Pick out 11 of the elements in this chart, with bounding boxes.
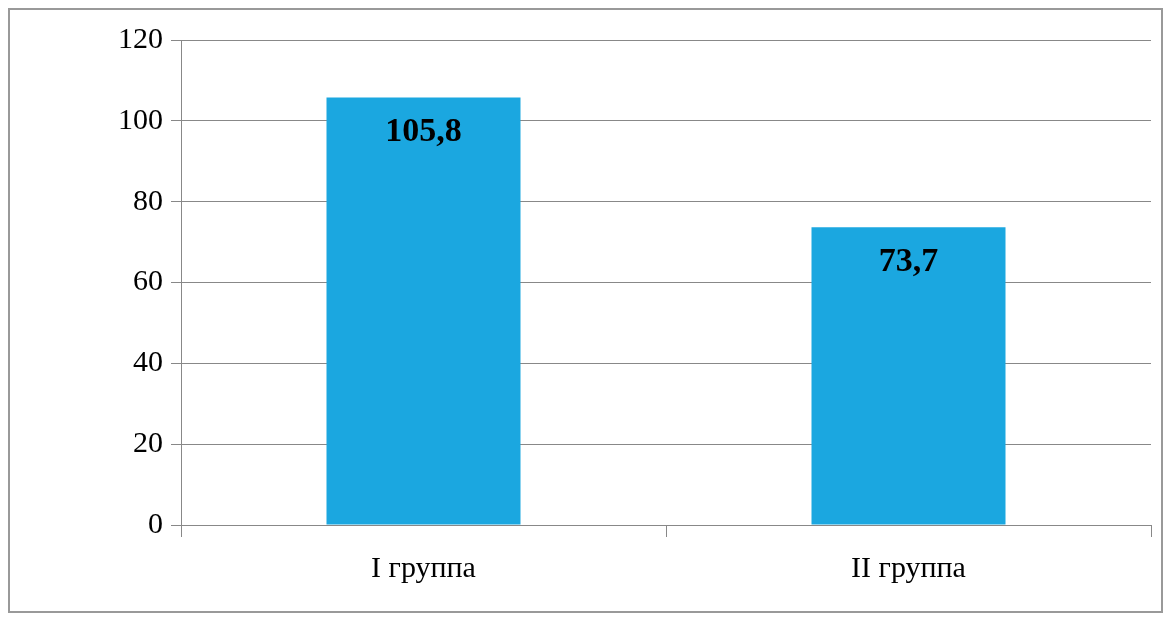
y-tick-label: 40 (133, 344, 163, 378)
x-tick-label: I группа (371, 549, 476, 583)
data-label: 73,7 (878, 240, 939, 278)
y-tick-label: 120 (118, 20, 163, 54)
y-tick-label: 60 (133, 263, 163, 297)
y-tick-label: 80 (133, 182, 163, 216)
data-label: 105,8 (385, 111, 462, 149)
y-tick-label: 100 (118, 101, 163, 135)
x-tick-label: II группа (851, 549, 966, 583)
y-tick-label: 0 (148, 505, 163, 539)
y-tick-label: 20 (133, 425, 163, 459)
